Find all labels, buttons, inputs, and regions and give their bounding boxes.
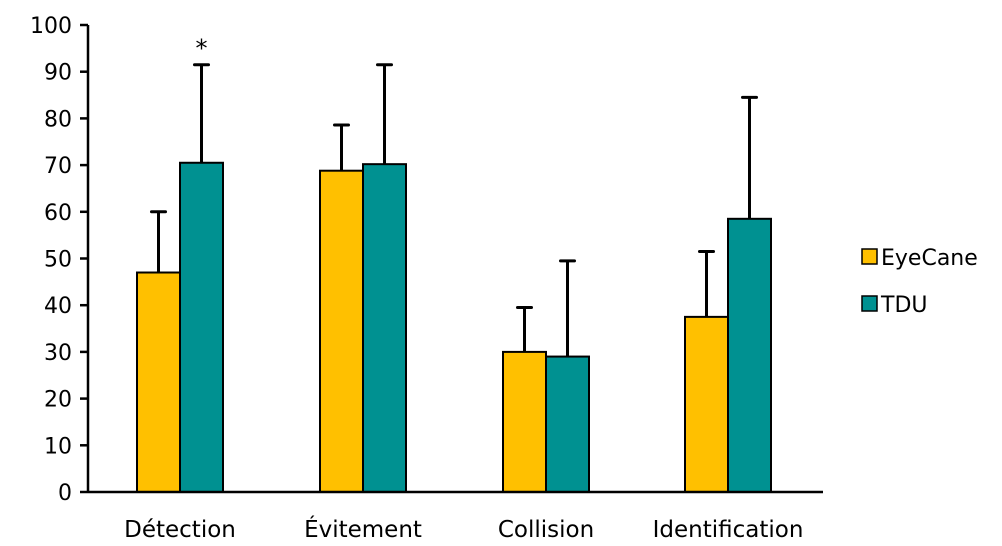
x-tick-label: Collision (498, 517, 594, 543)
y-tick-label: 90 (44, 61, 72, 86)
bar-eyecane-1 (136, 271, 181, 494)
legend: EyeCane TDU (861, 246, 978, 318)
x-tick-label: Évitement (304, 515, 422, 543)
legend-label-eyecane: EyeCane (881, 246, 978, 271)
y-tick-label: 70 (44, 154, 72, 179)
y-tick-label: 30 (44, 341, 72, 366)
y-tick-label: 100 (30, 14, 72, 39)
legend-label-tdu: TDU (880, 293, 927, 318)
bar-tdu-3 (545, 355, 590, 493)
y-tick-label: 0 (58, 481, 72, 506)
legend-swatch-eyecane (861, 248, 878, 265)
y-tick-label: 80 (44, 107, 72, 132)
y-tick-label: 10 (44, 434, 72, 459)
y-tick-label: 40 (44, 294, 72, 319)
y-tick-label: 20 (44, 388, 72, 413)
x-tick-label: Détection (124, 517, 236, 543)
x-tick-label: Identification (653, 517, 804, 543)
y-tick-label: 50 (44, 248, 72, 273)
plot-area: * (136, 35, 772, 494)
bar-tdu-2 (362, 163, 407, 494)
y-tick-label: 60 (44, 201, 72, 226)
bar-tdu-4 (727, 217, 772, 493)
axes: Détection Évitement Collision Identificatio… (30, 14, 823, 543)
legend-swatch-tdu (861, 295, 878, 312)
bar-tdu-1 (179, 161, 224, 493)
bar-eyecane-3 (502, 350, 547, 493)
significance-annotation: * (196, 35, 208, 63)
bar-eyecane-2 (319, 169, 364, 493)
bar-eyecane-4 (684, 315, 729, 493)
